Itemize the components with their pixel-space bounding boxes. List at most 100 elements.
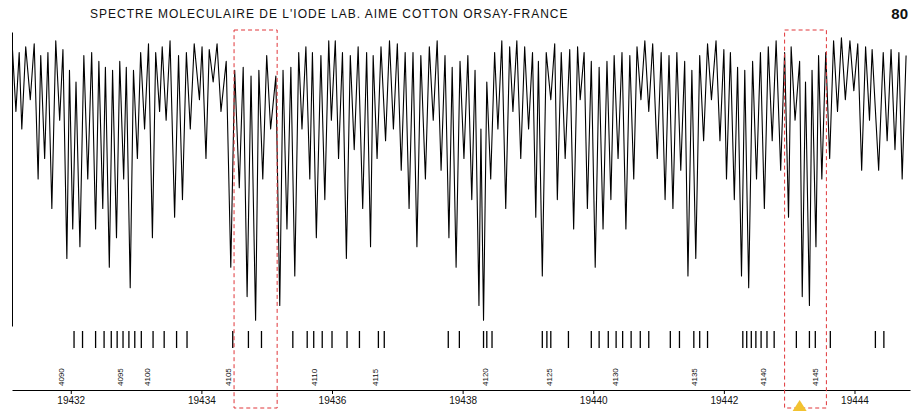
x-tick-mark xyxy=(332,390,333,394)
title: SPECTRE MOLECULAIRE DE L'IODE LAB. AIME … xyxy=(90,7,569,21)
x-tick: 19444 xyxy=(841,390,869,406)
line-marker xyxy=(103,331,104,348)
line-marker xyxy=(640,331,641,348)
line-marker xyxy=(248,331,249,348)
line-marker xyxy=(483,331,484,348)
line-marker xyxy=(608,331,609,348)
x-tick-mark xyxy=(724,390,725,394)
line-marker xyxy=(755,331,756,348)
line-number: 4110 xyxy=(310,368,319,386)
line-number: 4120 xyxy=(481,368,490,386)
line-marker xyxy=(164,331,165,348)
chart: SPECTRE MOLECULAIRE DE L'IODE LAB. AIME … xyxy=(0,0,914,412)
line-marker xyxy=(486,331,487,348)
line-marker xyxy=(73,331,74,348)
x-tick: 19436 xyxy=(319,390,347,406)
line-marker xyxy=(141,331,142,348)
x-tick-mark xyxy=(854,390,855,394)
line-marker xyxy=(742,331,743,348)
line-marker xyxy=(378,331,379,348)
line-marker xyxy=(128,331,129,348)
highlight-box xyxy=(234,30,277,408)
line-marker xyxy=(331,331,332,348)
line-marker xyxy=(746,331,747,348)
line-marker xyxy=(679,331,680,348)
line-marker xyxy=(459,331,460,348)
line-marker xyxy=(598,331,599,348)
x-tick-label: 19434 xyxy=(188,395,216,406)
line-marker xyxy=(359,331,360,348)
line-marker xyxy=(111,331,112,348)
y-axis xyxy=(12,33,13,327)
x-tick: 19434 xyxy=(188,390,216,406)
line-marker xyxy=(615,331,616,348)
line-number: 4135 xyxy=(690,368,699,386)
line-marker xyxy=(630,331,631,348)
line-number: 4095 xyxy=(116,368,125,386)
line-number: 4105 xyxy=(224,368,233,386)
line-marker xyxy=(152,331,153,348)
line-number: 4090 xyxy=(57,368,66,386)
line-marker xyxy=(95,331,96,348)
x-tick: 19438 xyxy=(449,390,477,406)
x-axis-line xyxy=(13,390,911,391)
highlight-box xyxy=(785,30,827,408)
line-marker xyxy=(122,331,123,348)
line-marker xyxy=(568,331,569,348)
line-marker xyxy=(542,331,543,348)
line-marker xyxy=(766,331,767,348)
line-number: 4125 xyxy=(545,368,554,386)
line-markers xyxy=(74,331,884,348)
x-tick-mark xyxy=(593,390,594,394)
x-tick: 19432 xyxy=(57,390,85,406)
line-number: 4115 xyxy=(371,368,380,386)
line-marker xyxy=(82,331,83,348)
line-marker xyxy=(491,331,492,348)
page-number: 80 xyxy=(891,5,908,22)
line-marker xyxy=(648,331,649,348)
line-marker xyxy=(760,331,761,348)
line-marker xyxy=(875,331,876,348)
line-marker xyxy=(550,331,551,348)
line-number: 4145 xyxy=(811,368,820,386)
line-marker xyxy=(883,331,884,348)
x-tick: 19442 xyxy=(710,390,738,406)
line-marker xyxy=(307,331,308,348)
line-marker xyxy=(313,331,314,348)
spectrum-line xyxy=(12,38,906,320)
line-number: 4140 xyxy=(759,368,768,386)
x-axis: 19432 19434 19436 19438 19440 19442 19444 xyxy=(13,390,911,406)
line-marker xyxy=(699,331,700,348)
pointer-arrow xyxy=(793,400,807,411)
x-tick: 19440 xyxy=(580,390,608,406)
line-marker xyxy=(693,331,694,348)
line-marker xyxy=(591,331,592,348)
x-tick-mark xyxy=(201,390,202,394)
line-marker xyxy=(448,331,449,348)
x-tick-label: 19436 xyxy=(319,395,347,406)
line-marker xyxy=(815,331,816,348)
x-tick-label: 19440 xyxy=(580,395,608,406)
line-marker xyxy=(384,331,385,348)
line-marker xyxy=(546,331,547,348)
x-tick-label: 19432 xyxy=(57,395,85,406)
highlights xyxy=(234,30,826,408)
x-tick-label: 19442 xyxy=(710,395,738,406)
line-marker xyxy=(232,331,233,348)
x-tick-mark xyxy=(463,390,464,394)
x-tick-label: 19438 xyxy=(449,395,477,406)
line-marker xyxy=(116,331,117,348)
line-marker xyxy=(346,331,347,348)
line-marker xyxy=(796,331,797,348)
line-marker xyxy=(707,331,708,348)
line-marker xyxy=(186,331,187,348)
line-marker xyxy=(670,331,671,348)
plot-area xyxy=(12,38,906,320)
line-marker xyxy=(176,331,177,348)
line-marker xyxy=(830,331,831,348)
line-marker xyxy=(292,331,293,348)
line-marker xyxy=(809,331,810,348)
line-marker xyxy=(322,331,323,348)
line-marker xyxy=(134,331,135,348)
line-marker xyxy=(774,331,775,348)
